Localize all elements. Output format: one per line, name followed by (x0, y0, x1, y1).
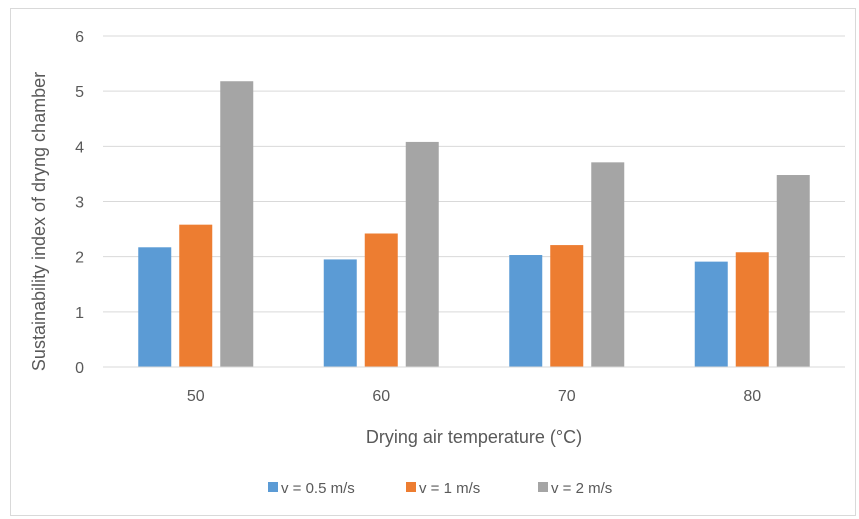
y-tick-label: 2 (75, 250, 84, 267)
legend-swatch (406, 482, 416, 492)
y-axis-title: Sustainability index of dryng chamber (29, 72, 49, 371)
bar (509, 255, 543, 367)
x-tick-label: 70 (558, 388, 576, 405)
bar (591, 162, 625, 367)
gridlines (103, 35, 845, 313)
bar (220, 81, 254, 367)
bar (405, 141, 439, 367)
legend-swatch (538, 482, 548, 492)
x-tick-label: 60 (372, 388, 390, 405)
y-tick-label: 3 (75, 195, 84, 212)
y-tick-label: 4 (75, 139, 84, 156)
y-tick-label: 1 (75, 305, 84, 322)
x-tick-label: 80 (743, 388, 761, 405)
legend-label: v = 2 m/s (551, 480, 612, 497)
bar (323, 259, 357, 367)
bar (735, 252, 769, 367)
y-tick-label: 5 (75, 84, 84, 101)
y-axis-ticks: 0 1 2 3 4 5 6 (75, 29, 84, 377)
y-tick-label: 6 (75, 29, 84, 46)
legend-swatch (268, 482, 278, 492)
bar (694, 261, 728, 367)
legend-label: v = 0.5 m/s (281, 480, 355, 497)
legend-label: v = 1 m/s (419, 480, 480, 497)
bar (776, 175, 810, 367)
bar (550, 245, 584, 367)
bar (179, 224, 213, 367)
bar (364, 233, 398, 367)
x-axis-title: Drying air temperature (°C) (366, 427, 582, 447)
x-axis-ticks: 50 60 70 80 (187, 388, 761, 405)
y-tick-label: 0 (75, 360, 84, 377)
legend: v = 0.5 m/s v = 1 m/s v = 2 m/s (268, 480, 612, 497)
bar (138, 247, 172, 367)
x-tick-label: 50 (187, 388, 205, 405)
bars (138, 81, 810, 367)
